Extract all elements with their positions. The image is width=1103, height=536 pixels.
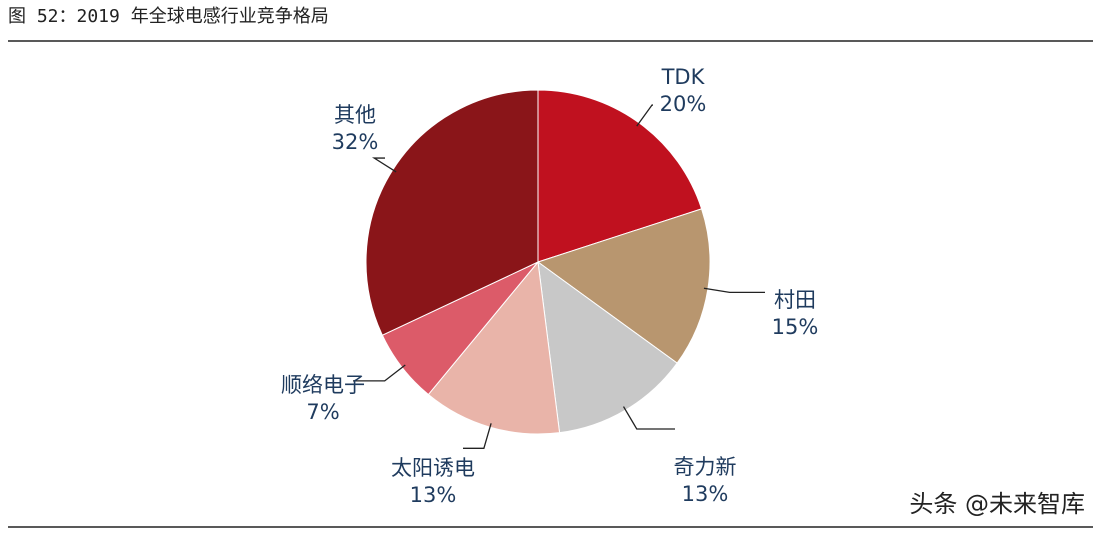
slice-label: 奇力新 xyxy=(674,455,737,479)
slice-label: 村田 xyxy=(774,288,816,312)
slice-value-label: 20% xyxy=(660,92,707,116)
slice-value-label: 13% xyxy=(410,483,457,507)
slice-value-label: 13% xyxy=(682,482,729,506)
slice-value-label: 15% xyxy=(772,315,819,339)
leader-line xyxy=(622,406,675,430)
leader-line xyxy=(353,364,406,382)
leader-line xyxy=(636,104,653,127)
slice-value-label: 7% xyxy=(306,400,339,424)
leader-line xyxy=(703,287,765,293)
slice-label: TDK xyxy=(661,65,706,89)
slice-label: 其他 xyxy=(334,103,376,127)
leader-line xyxy=(371,157,397,173)
leader-line xyxy=(463,423,492,449)
watermark: 头条 @未来智库 xyxy=(909,490,1085,518)
slice-label: 顺络电子 xyxy=(281,373,365,397)
slice-value-label: 32% xyxy=(332,130,379,154)
chart-title: 图 52：2019 年全球电感行业竞争格局 xyxy=(8,6,329,27)
slice-label: 太阳诱电 xyxy=(391,456,475,480)
